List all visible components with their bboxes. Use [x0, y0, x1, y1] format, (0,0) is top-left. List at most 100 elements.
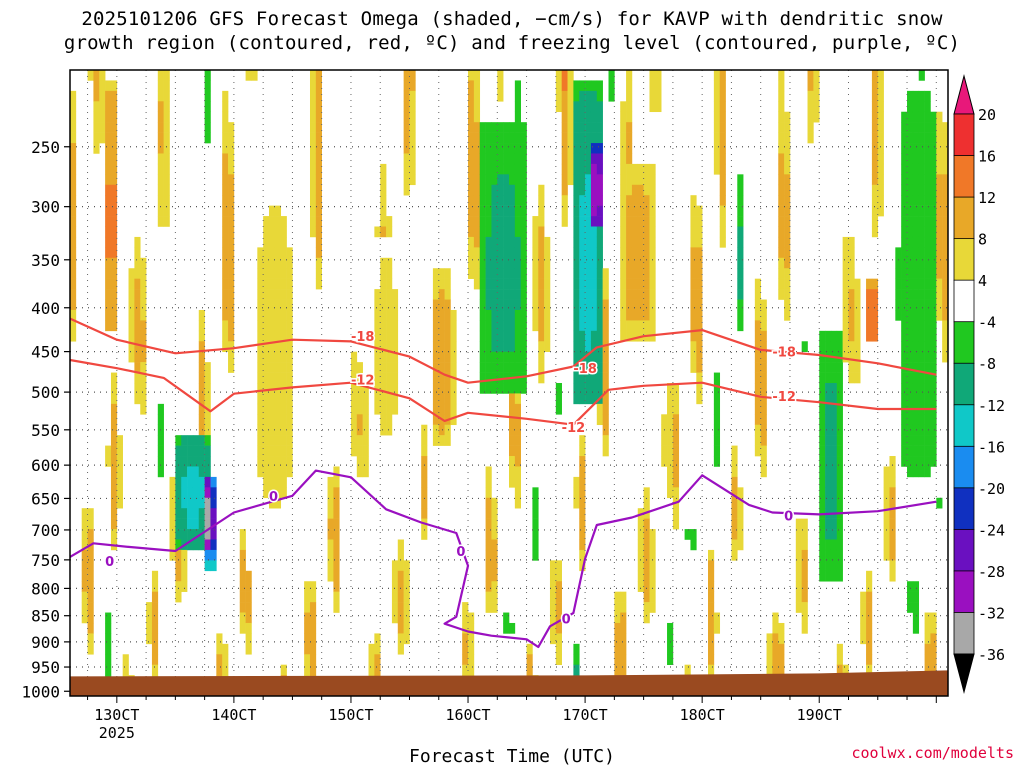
omega-cell	[643, 602, 650, 613]
omega-cell	[549, 581, 557, 592]
omega-cell	[930, 643, 937, 655]
omega-cell	[672, 487, 680, 499]
omega-cell	[889, 539, 896, 551]
omega-cell	[485, 383, 492, 394]
omega-cell	[637, 163, 644, 175]
omega-cell	[485, 560, 492, 572]
omega-cell	[918, 236, 925, 248]
omega-cell	[585, 257, 592, 269]
omega-cell	[719, 184, 726, 196]
omega-cell	[315, 122, 322, 133]
omega-cell	[110, 309, 118, 321]
omega-cell	[438, 341, 445, 352]
omega-cell	[889, 560, 896, 572]
omega-cell	[280, 247, 287, 259]
omega-cell	[105, 622, 112, 634]
omega-cell	[269, 216, 276, 227]
omega-cell	[520, 257, 527, 269]
omega-cell	[871, 143, 879, 154]
omega-cell	[105, 205, 112, 217]
omega-cell	[667, 633, 674, 645]
omega-cell	[784, 111, 791, 123]
omega-cell	[643, 320, 650, 332]
omega-cell	[649, 268, 656, 279]
omega-cell	[520, 143, 527, 154]
omega-cell	[397, 622, 404, 634]
omega-cell	[585, 362, 592, 373]
omega-cell	[473, 226, 481, 238]
omega-cell	[140, 393, 147, 405]
omega-cell	[907, 184, 914, 196]
omega-cell	[889, 549, 896, 561]
omega-cell	[432, 372, 440, 384]
omega-cell	[479, 268, 486, 279]
omega-cell	[386, 330, 393, 342]
y-tick-label: 650	[31, 489, 60, 508]
omega-cell	[468, 226, 475, 238]
omega-cell	[596, 143, 603, 154]
omega-cell	[485, 132, 492, 144]
omega-cell	[538, 205, 545, 217]
omega-cell	[286, 257, 293, 269]
omega-cell	[151, 643, 159, 655]
omega-cell	[930, 247, 937, 259]
omega-cell	[204, 445, 211, 457]
omega-cell	[655, 90, 662, 102]
omega-cell	[901, 132, 908, 144]
omega-cell	[198, 466, 205, 478]
omega-cell	[503, 205, 510, 217]
omega-cell	[585, 132, 592, 144]
omega-cell	[778, 153, 785, 165]
omega-cell	[403, 80, 410, 92]
omega-cell	[596, 278, 603, 290]
omega-cell	[280, 236, 287, 248]
omega-cell	[263, 309, 270, 321]
omega-cell	[269, 372, 276, 384]
omega-cell	[631, 195, 639, 206]
omega-cell	[555, 101, 562, 113]
omega-cell	[514, 383, 521, 394]
omega-cell	[432, 309, 440, 321]
omega-cell	[198, 456, 205, 467]
omega-cell	[228, 163, 235, 175]
omega-cell	[667, 435, 674, 446]
omega-cell	[99, 80, 106, 92]
omega-cell	[532, 236, 539, 248]
omega-cell	[280, 466, 287, 478]
omega-cell	[696, 341, 703, 352]
colorbar-segment	[953, 528, 975, 572]
omega-cell	[708, 643, 715, 655]
omega-cell	[286, 445, 293, 457]
omega-cell	[151, 591, 159, 603]
omega-cell	[128, 309, 135, 321]
omega-cell	[690, 351, 697, 363]
omega-cell	[807, 101, 814, 113]
omega-cell	[532, 309, 539, 321]
omega-cell	[643, 257, 650, 269]
omega-cell	[907, 372, 914, 384]
omega-cell	[836, 539, 843, 551]
omega-cell	[643, 268, 650, 279]
omega-cell	[585, 184, 592, 196]
omega-cell	[801, 612, 808, 624]
omega-cell	[105, 257, 112, 269]
omega-cell	[491, 278, 498, 290]
omega-cell	[514, 456, 521, 467]
omega-cell	[631, 309, 639, 321]
omega-cell	[110, 216, 118, 227]
omega-cell	[110, 508, 118, 519]
omega-cell	[509, 268, 516, 279]
omega-cell	[473, 195, 481, 206]
omega-cell	[930, 216, 937, 227]
omega-cell	[579, 362, 586, 373]
omega-cell	[930, 393, 937, 405]
omega-cell	[784, 174, 791, 186]
omega-cell	[854, 330, 861, 342]
omega-cell	[585, 289, 592, 300]
omega-cell	[222, 143, 229, 154]
omega-cell	[70, 257, 77, 269]
omega-cell	[713, 143, 721, 154]
omega-cell	[327, 539, 334, 551]
omega-cell	[637, 236, 644, 248]
omega-cell	[473, 268, 481, 279]
